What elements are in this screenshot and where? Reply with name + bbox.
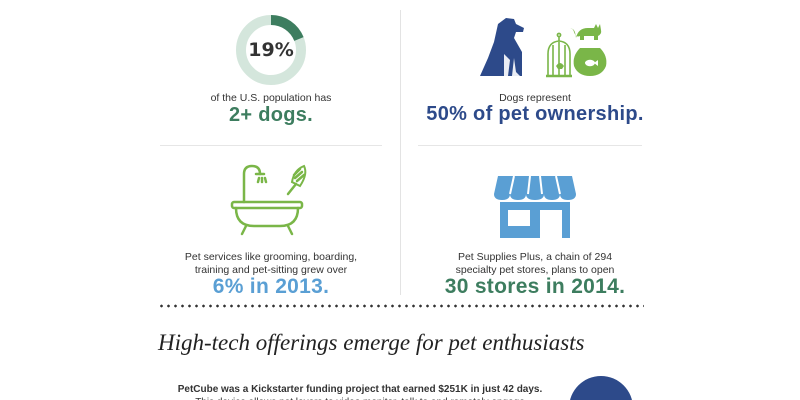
story-continuation: This device allows pet lovers to video m… [160,397,560,400]
stores-stat-line1: Pet Supplies Plus, a chain of 294 [457,251,613,263]
donut-percent-label: 19% [248,39,294,61]
story-lead: PetCube was a Kickstarter funding projec… [177,384,543,395]
bathtub-icon [230,164,304,236]
ownership-stat-headline: 50% of pet ownership. [426,103,644,125]
dotted-separator [158,304,644,308]
dogs-stat-headline: 2+ dogs. [228,104,314,126]
horizontal-divider-left [160,145,382,146]
services-stat-headline: 6% in 2013. [212,275,330,298]
birdcage-icon [546,32,572,78]
services-stat-line1: Pet services like grooming, boarding, [184,251,358,263]
ownership-stat-text: Dogs represent [499,92,571,104]
stores-stat-line2: specialty pet stores, plans to open [455,264,615,276]
vertical-divider [400,10,401,295]
dogs-percent-donut: 19% [235,14,307,86]
decorative-circle [569,376,633,400]
pets-illustration [480,18,607,78]
dog-icon [480,18,524,76]
cat-icon [570,24,602,40]
fishbowl-icon [573,48,607,76]
brush-icon [286,164,307,196]
horizontal-divider-right [418,145,642,146]
stores-stat-headline: 30 stores in 2014. [444,275,626,298]
donut-chart [236,15,306,85]
storefront-icon [494,175,576,238]
dogs-stat-text: of the U.S. population has [210,92,332,104]
grooming-illustration [230,164,307,236]
services-stat-line2: training and pet-sitting grew over [194,264,348,276]
donut-fill [236,15,306,85]
section-title: High-tech offerings emerge for pet enthu… [158,330,585,355]
